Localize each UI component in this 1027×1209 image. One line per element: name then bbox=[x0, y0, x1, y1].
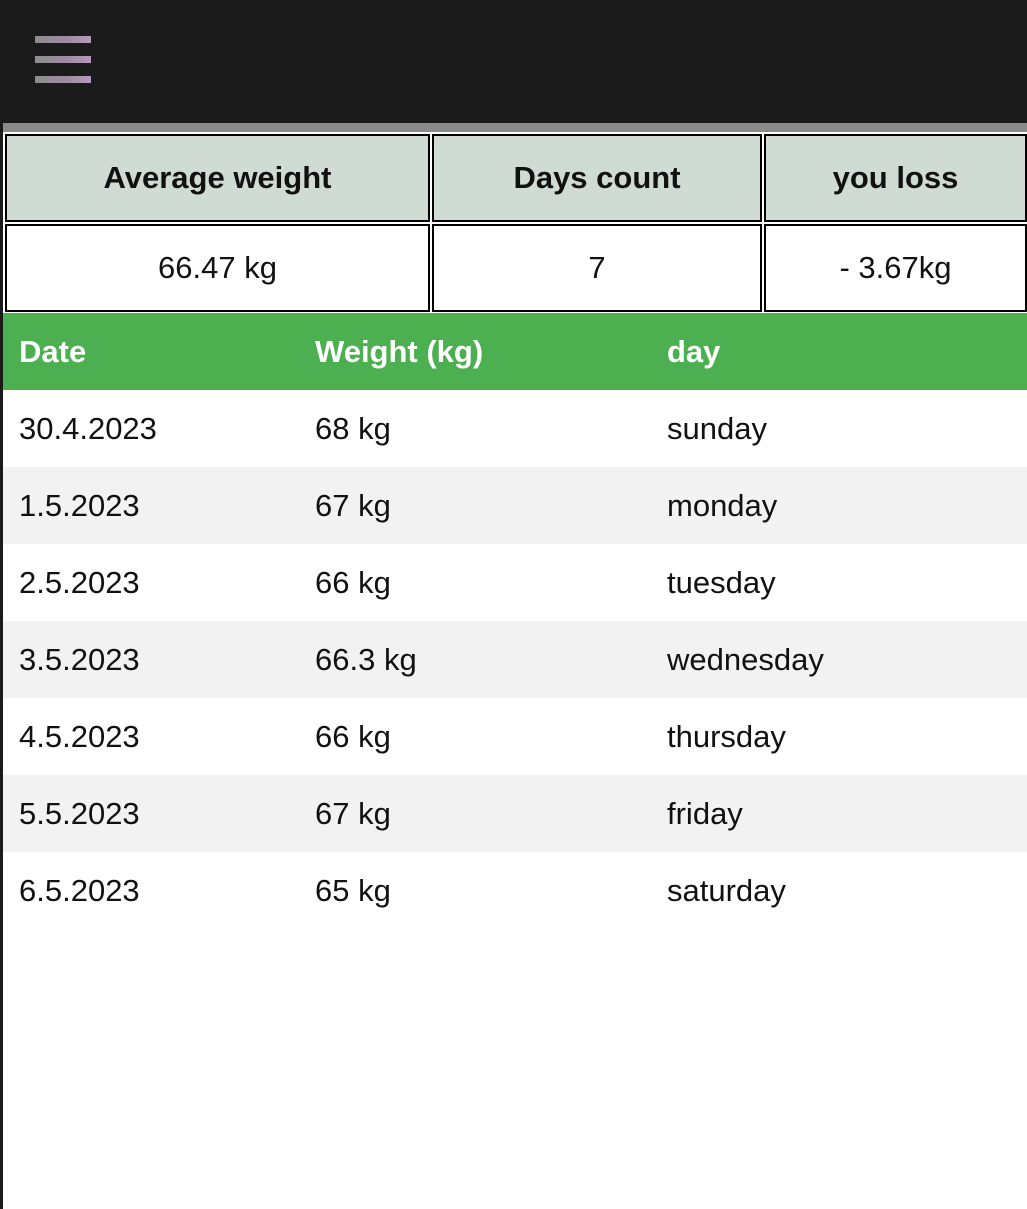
days-count-value: 7 bbox=[432, 224, 762, 312]
summary-header-row: Average weight Days count you loss bbox=[5, 134, 1027, 222]
date-cell: 2.5.2023 bbox=[19, 564, 140, 600]
date-cell: 5.5.2023 bbox=[3, 775, 299, 852]
menu-line bbox=[35, 56, 91, 63]
day-column-header: day bbox=[651, 313, 1027, 390]
day-cell: saturday bbox=[667, 872, 786, 908]
you-loss-value: - 3.67kg bbox=[764, 224, 1027, 312]
weight-cell: 67 kg bbox=[299, 775, 651, 852]
menu-icon[interactable] bbox=[35, 36, 91, 86]
weight-cell: 67 kg bbox=[299, 467, 651, 544]
date-cell: 30.4.2023 bbox=[19, 410, 157, 446]
date-cell: 4.5.2023 bbox=[19, 718, 140, 754]
summary-value-row: 66.47 kg 7 - 3.67kg bbox=[5, 224, 1027, 312]
average-weight-value: 66.47 kg bbox=[5, 224, 430, 312]
weight-cell: 66 kg bbox=[315, 718, 391, 754]
table-row: 30.4.2023 68 kg sunday bbox=[3, 390, 1027, 467]
day-cell: thursday bbox=[667, 718, 786, 754]
weight-cell: 65 kg bbox=[315, 872, 391, 908]
you-loss-header: you loss bbox=[764, 134, 1027, 222]
date-cell: 6.5.2023 bbox=[19, 872, 140, 908]
day-cell: friday bbox=[651, 775, 1027, 852]
table-row: 2.5.2023 66 kg tuesday bbox=[3, 544, 1027, 621]
day-cell: tuesday bbox=[667, 564, 776, 600]
weight-cell: 66 kg bbox=[315, 564, 391, 600]
table-row: 6.5.2023 65 kg saturday bbox=[3, 852, 1027, 929]
summary-table: Average weight Days count you loss 66.47… bbox=[3, 132, 1027, 314]
table-row: 4.5.2023 66 kg thursday bbox=[3, 698, 1027, 775]
divider bbox=[3, 123, 1027, 132]
day-cell: sunday bbox=[667, 410, 767, 446]
weight-cell: 68 kg bbox=[315, 410, 391, 446]
log-header-row: Date Weight (kg) day bbox=[3, 313, 1027, 390]
table-row: 5.5.2023 67 kg friday bbox=[3, 775, 1027, 852]
menu-line bbox=[35, 76, 91, 83]
table-row: 1.5.2023 67 kg monday bbox=[3, 467, 1027, 544]
day-cell: monday bbox=[651, 467, 1027, 544]
date-cell: 3.5.2023 bbox=[3, 621, 299, 698]
average-weight-header: Average weight bbox=[5, 134, 430, 222]
day-cell: wednesday bbox=[651, 621, 1027, 698]
days-count-header: Days count bbox=[432, 134, 762, 222]
table-row: 3.5.2023 66.3 kg wednesday bbox=[3, 621, 1027, 698]
menu-line bbox=[35, 36, 91, 43]
left-edge bbox=[0, 0, 3, 1209]
date-cell: 1.5.2023 bbox=[3, 467, 299, 544]
weight-cell: 66.3 kg bbox=[299, 621, 651, 698]
date-column-header: Date bbox=[3, 313, 299, 390]
weight-log-table: Date Weight (kg) day 30.4.2023 68 kg sun… bbox=[3, 313, 1027, 929]
top-bar bbox=[0, 0, 1027, 123]
weight-column-header: Weight (kg) bbox=[299, 313, 651, 390]
